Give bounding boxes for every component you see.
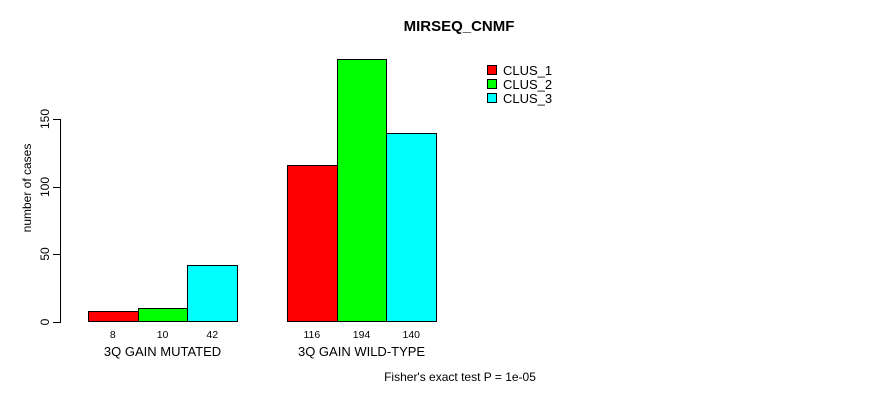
bar-clus_1-2 [287,165,338,322]
legend-label: CLUS_2 [503,76,553,92]
legend-item-clus_1: CLUS_1 [487,62,553,78]
y-axis-label: number of cases [20,143,34,233]
y-tick-mark [53,186,60,188]
bar-value-label: 116 [303,329,321,341]
bar-clus_2-1 [137,308,189,322]
legend-swatch-clus_3 [487,93,497,103]
bar-value-label: 10 [156,329,169,341]
bar-clus_3-1 [187,265,239,322]
y-tick-label: 150 [38,108,52,130]
bar-clus_3-2 [386,133,438,322]
y-tick-label: 0 [38,318,52,326]
group-label: 3Q GAIN MUTATED [103,344,222,359]
legend-swatch-clus_1 [487,65,497,75]
legend-item-clus_3: CLUS_3 [487,90,553,106]
legend-label: CLUS_1 [503,62,553,78]
fisher-test-annotation: Fisher's exact test P = 1e-05 [384,370,536,384]
chart-title: MIRSEQ_CNMF [403,18,515,35]
legend: CLUS_1 CLUS_2 CLUS_3 [487,62,553,106]
legend-swatch-clus_2 [487,79,497,89]
y-axis-line [60,119,61,323]
y-tick-mark [53,254,60,256]
legend-label: CLUS_3 [503,90,553,106]
legend-item-clus_2: CLUS_2 [487,76,553,92]
bar-value-label: 140 [402,329,421,341]
bar-clus_2-2 [336,59,388,322]
group-label: 3Q GAIN WILD-TYPE [297,344,426,359]
bar-clus_1-1 [88,311,139,322]
bar-value-label: 8 [109,329,116,341]
y-tick-label: 100 [38,176,52,197]
bar-value-label: 42 [206,329,219,341]
y-tick-mark [53,322,60,323]
y-tick-label: 50 [38,247,52,262]
y-tick-mark [53,119,60,120]
bar-value-label: 194 [352,329,371,341]
